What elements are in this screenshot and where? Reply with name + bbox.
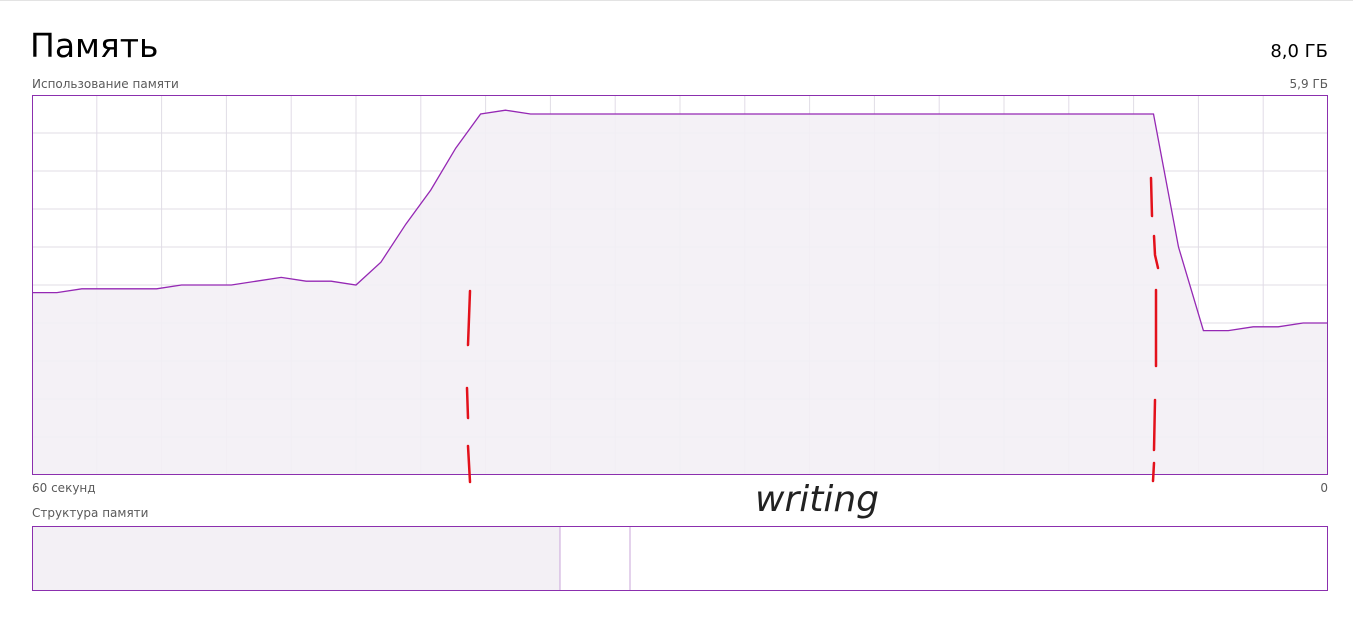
usage-area-fill	[32, 110, 1328, 475]
usage-series-line	[32, 109, 1328, 332]
page-title: Память	[30, 26, 159, 65]
usage-chart-max: 5,9 ГБ	[1289, 77, 1328, 91]
top-border	[0, 0, 1353, 1]
memory-structure-bar[interactable]	[32, 526, 1328, 591]
memory-usage-chart[interactable]	[32, 95, 1328, 475]
time-axis-end: 0	[1320, 481, 1328, 495]
chart-border	[32, 95, 1328, 475]
structure-in-use-segment	[32, 526, 560, 591]
structure-label: Структура памяти	[32, 506, 149, 520]
usage-chart-label: Использование памяти	[32, 77, 179, 91]
total-memory: 8,0 ГБ	[1270, 41, 1328, 62]
structure-border	[32, 526, 1328, 591]
annotation-writing: writing	[755, 479, 880, 520]
time-axis-start: 60 секунд	[32, 481, 96, 495]
